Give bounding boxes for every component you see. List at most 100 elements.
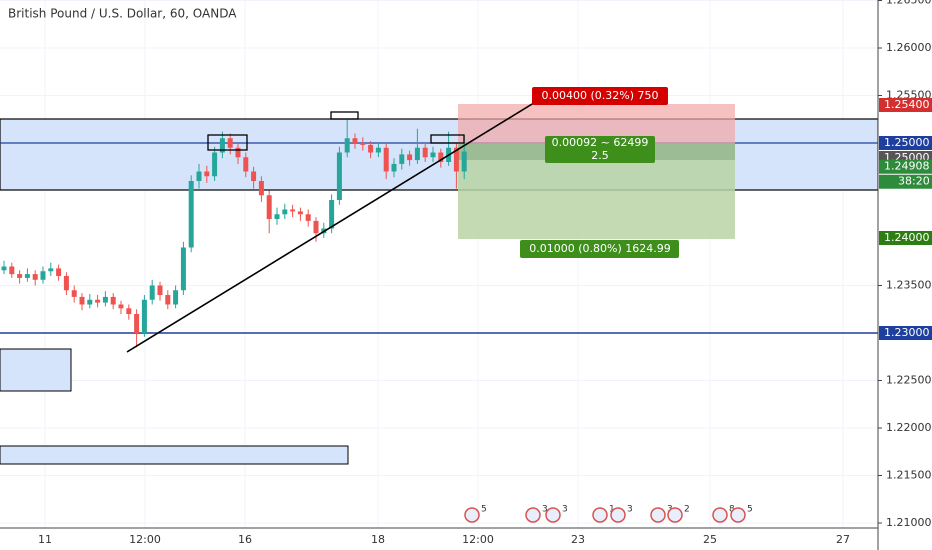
candle-body bbox=[305, 214, 311, 221]
event-icon bbox=[545, 507, 561, 523]
event-icon bbox=[525, 507, 541, 523]
price-tag bbox=[879, 326, 932, 340]
zone-box bbox=[0, 348, 72, 392]
candle-body bbox=[173, 290, 179, 305]
candle-body bbox=[391, 163, 397, 172]
candle-body bbox=[383, 147, 389, 172]
candle-body bbox=[17, 274, 23, 278]
candle-body bbox=[149, 285, 155, 300]
candle-body bbox=[368, 144, 374, 153]
candle-body bbox=[375, 147, 381, 153]
event-icon bbox=[712, 507, 728, 523]
price-tag bbox=[879, 159, 932, 174]
event-icon bbox=[464, 507, 480, 523]
trend-line bbox=[126, 89, 556, 353]
candle-body bbox=[461, 151, 467, 172]
candle-body bbox=[102, 296, 108, 303]
candles bbox=[1, 119, 467, 348]
time-label: 27 bbox=[836, 533, 850, 546]
price-tag-label: 1.25400 bbox=[884, 98, 930, 111]
price-label: 1.22000 bbox=[886, 421, 932, 434]
countdown: 38:20 bbox=[898, 175, 930, 188]
candle-body bbox=[212, 152, 218, 177]
zone-box bbox=[0, 445, 349, 465]
event-icon bbox=[667, 507, 683, 523]
candle-body bbox=[141, 299, 147, 333]
candle-body bbox=[399, 154, 405, 164]
event-count: 8 bbox=[729, 505, 735, 515]
candle-body bbox=[258, 181, 264, 196]
event-icon bbox=[650, 507, 666, 523]
time-label: 12:00 bbox=[129, 533, 161, 546]
price-label: 1.21000 bbox=[886, 516, 932, 529]
price-axis bbox=[878, 0, 932, 550]
time-label: 18 bbox=[371, 533, 385, 546]
candle-body bbox=[430, 152, 436, 158]
candle-body bbox=[297, 211, 303, 215]
price-label: 1.26000 bbox=[886, 41, 932, 54]
candle-body bbox=[87, 299, 93, 305]
price-tag bbox=[879, 98, 932, 112]
marker-box bbox=[330, 111, 359, 120]
event-icon bbox=[610, 507, 626, 523]
candle-body bbox=[118, 304, 124, 309]
candle-body bbox=[336, 152, 342, 200]
candle-body bbox=[63, 276, 69, 291]
candle-body bbox=[407, 154, 413, 161]
price-tag bbox=[879, 231, 932, 245]
candle-body bbox=[282, 209, 288, 215]
event-count: 3 bbox=[542, 505, 548, 515]
risk-label: 0.00400 (0.32%) 750 bbox=[541, 89, 658, 102]
candle-body bbox=[126, 308, 132, 314]
candle-body bbox=[9, 266, 15, 275]
candle-body bbox=[1, 266, 7, 271]
ratio-label: 2.5 bbox=[591, 149, 609, 162]
grid bbox=[0, 0, 878, 528]
candle-body bbox=[134, 314, 140, 333]
event-count: 3 bbox=[562, 505, 568, 515]
event-count: 5 bbox=[481, 505, 487, 515]
candle-body bbox=[48, 268, 54, 272]
candle-body bbox=[95, 299, 101, 303]
candle-body bbox=[79, 296, 85, 305]
candle-body bbox=[344, 138, 350, 153]
candle-body bbox=[110, 296, 116, 305]
candle-body bbox=[56, 268, 62, 276]
candle-body bbox=[32, 274, 38, 280]
axis-labels: 1.265001.260001.255001.235001.225001.220… bbox=[38, 0, 932, 546]
candle-body bbox=[251, 171, 257, 181]
status-label: 0.00092 ~ 62499 bbox=[552, 136, 649, 149]
price-tag-label: 1.24000 bbox=[884, 231, 930, 244]
countdown-tag bbox=[879, 174, 932, 189]
candle-body bbox=[274, 214, 280, 219]
candle-body bbox=[360, 143, 366, 145]
candle-body bbox=[219, 138, 225, 153]
candle-body bbox=[40, 271, 46, 280]
reward-label: 0.01000 (0.80%) 1624.99 bbox=[529, 242, 671, 255]
candle-body bbox=[24, 274, 30, 278]
event-count: 2 bbox=[684, 505, 690, 515]
candle-body bbox=[235, 147, 241, 158]
candle-body bbox=[196, 171, 202, 181]
status-label-box bbox=[545, 136, 655, 163]
candle-body bbox=[71, 290, 77, 297]
event-icon bbox=[592, 507, 608, 523]
time-label: 16 bbox=[238, 533, 252, 546]
marker-box bbox=[207, 134, 248, 151]
reward-label-box bbox=[520, 240, 679, 258]
candle-body bbox=[352, 138, 358, 143]
candle-body bbox=[422, 147, 428, 158]
price-label: 1.26500 bbox=[886, 0, 932, 7]
price-tag-label: 1.23000 bbox=[884, 326, 930, 339]
candle-body bbox=[165, 295, 171, 305]
price-label: 1.23500 bbox=[886, 279, 932, 292]
candle-body bbox=[453, 147, 459, 172]
time-label: 11 bbox=[38, 533, 52, 546]
risk-label-box bbox=[532, 87, 668, 105]
candle-body bbox=[414, 147, 420, 161]
candle-body bbox=[290, 209, 296, 212]
time-label: 23 bbox=[571, 533, 585, 546]
event-count: 3 bbox=[627, 505, 633, 515]
